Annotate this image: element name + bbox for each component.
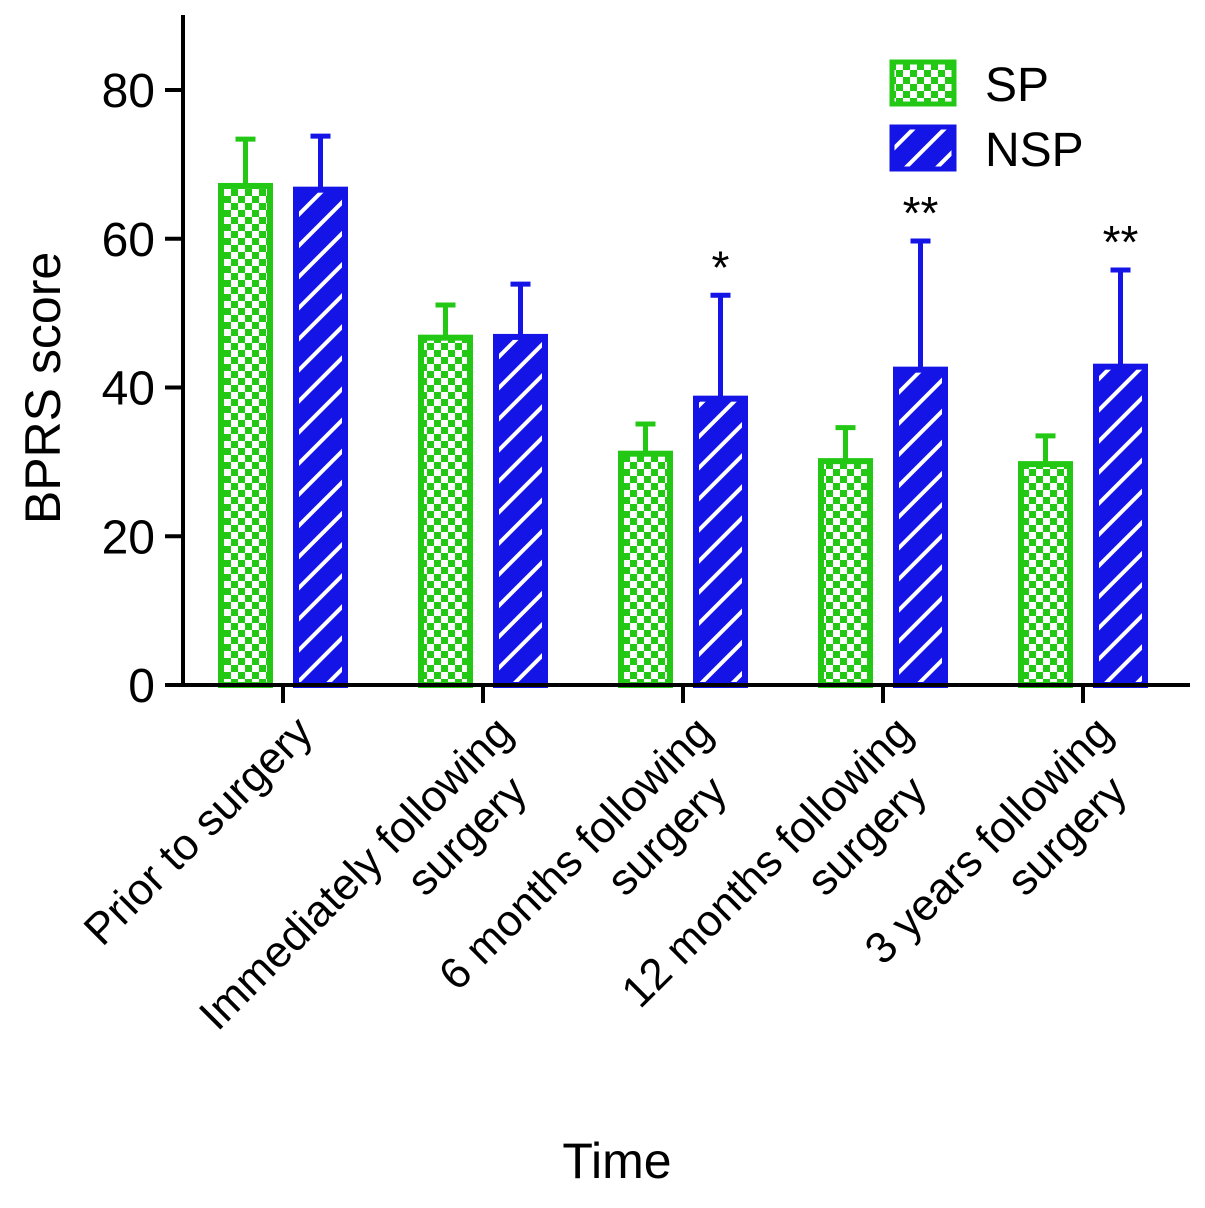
legend-swatch-sp xyxy=(889,59,957,107)
significance-marker: * xyxy=(712,241,730,293)
bar-sp xyxy=(818,458,873,688)
significance-marker: ** xyxy=(1103,216,1139,268)
bar-sp xyxy=(618,450,673,688)
legend-label-nsp: NSP xyxy=(985,124,1084,177)
y-tick-label: 20 xyxy=(102,511,155,564)
y-tick-label: 80 xyxy=(102,65,155,118)
bar-nsp xyxy=(893,366,948,688)
legend-label-sp: SP xyxy=(985,59,1049,112)
y-axis-label: BPRS score xyxy=(15,252,71,524)
legend: SP NSP xyxy=(889,59,1084,177)
legend-swatch-nsp xyxy=(889,124,957,172)
x-axis-label: Time xyxy=(562,1133,671,1189)
y-tick-label: 60 xyxy=(102,214,155,267)
bar-nsp xyxy=(493,333,548,688)
bar-nsp xyxy=(693,395,748,688)
bar-sp xyxy=(218,182,273,688)
bar-nsp xyxy=(1093,363,1148,688)
significance-marker: ** xyxy=(903,187,939,239)
y-tick-label: 0 xyxy=(128,660,155,713)
bar-sp xyxy=(1018,461,1073,689)
y-tick-label: 40 xyxy=(102,363,155,416)
bar-nsp xyxy=(293,186,348,688)
bar-sp xyxy=(418,334,473,688)
